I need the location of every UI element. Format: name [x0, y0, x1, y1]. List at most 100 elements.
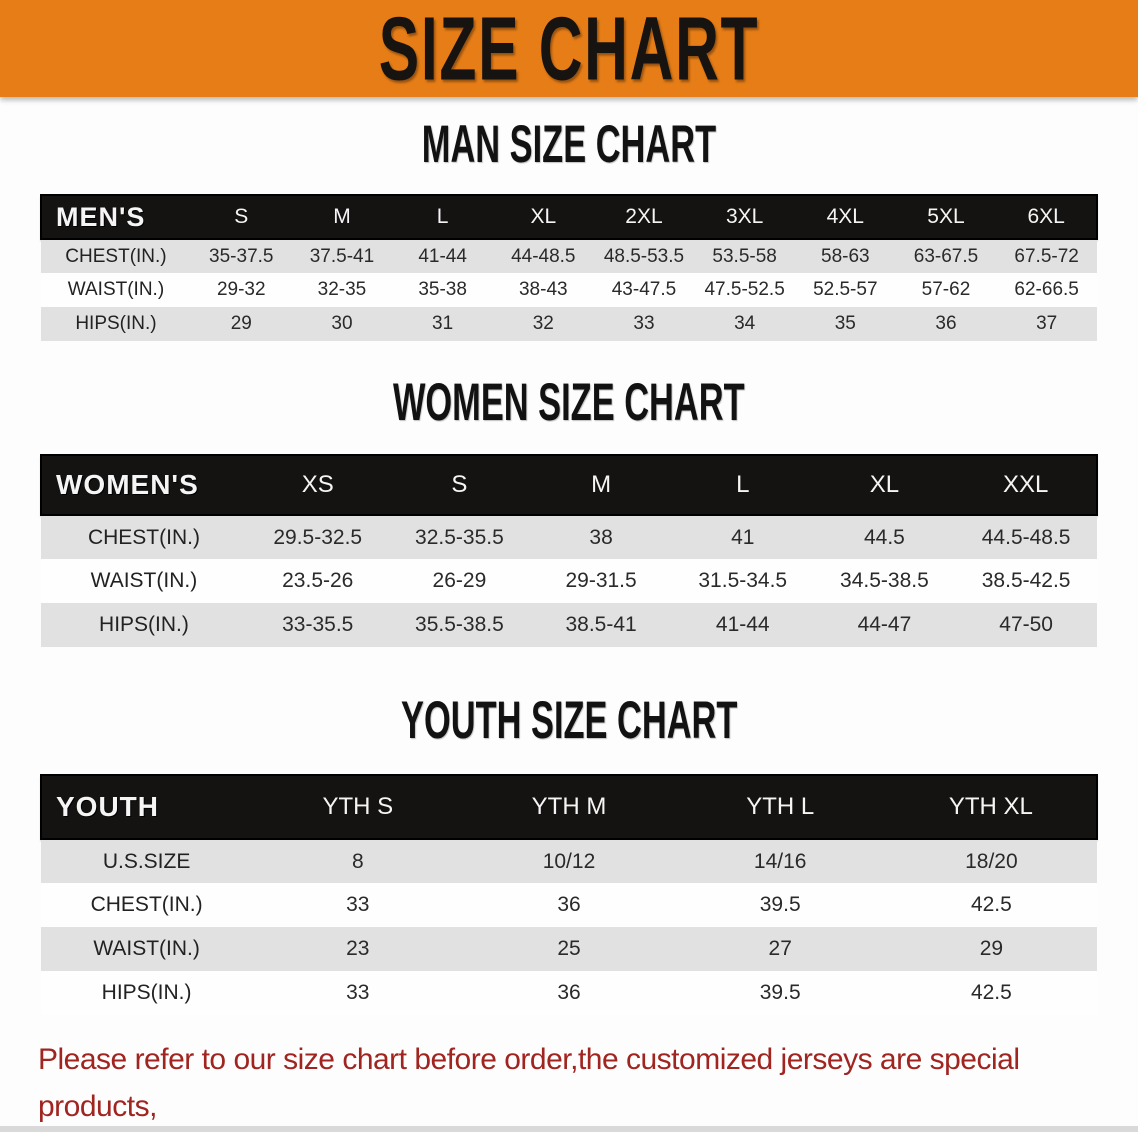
table-row: WAIST(IN.) 23 25 27 29 — [41, 927, 1097, 971]
size-value-cell: 29-31.5 — [565, 569, 637, 592]
size-value-cell: 8 — [351, 849, 364, 873]
size-value-cell: 31 — [432, 313, 454, 334]
size-value-cell: 23.5-26 — [282, 569, 354, 592]
size-value-cell: 34.5-38.5 — [840, 569, 929, 592]
row-label: HIPS(IN.) — [75, 313, 157, 334]
size-section-men: MAN SIZE CHART MEN'S S M L XL 2XL 3XL 4XL 5XL 6XL C… — [0, 116, 1138, 341]
size-value-cell: 63-67.5 — [913, 245, 979, 267]
size-table-men: MEN'S S M L XL 2XL 3XL 4XL 5XL 6XL CHEST(IN.) 35-37… — [40, 194, 1098, 341]
size-chart-banner: SIZE CHART — [0, 0, 1138, 100]
size-col-header: YTH L — [746, 793, 815, 820]
size-col-header: YTH S — [322, 793, 394, 820]
page-title: SIZE CHART — [378, 0, 760, 100]
size-value-cell: 33-35.5 — [282, 613, 354, 636]
header-row: MEN'S S M L XL 2XL 3XL 4XL 5XL 6XL — [41, 195, 1097, 239]
size-col-header: S — [451, 471, 468, 498]
table-group-label: YOUTH — [56, 791, 159, 822]
size-value-cell: 10/12 — [542, 849, 596, 873]
size-table-header: MEN'S S M L XL 2XL 3XL 4XL 5XL 6XL — [41, 195, 1097, 239]
size-col-header: YTH M — [531, 793, 607, 820]
size-value-cell: 44.5-48.5 — [981, 525, 1071, 549]
row-label: WAIST(IN.) — [90, 569, 198, 592]
size-col-header: 5XL — [927, 205, 965, 228]
section-heading-text: MAN SIZE CHART — [421, 115, 717, 175]
size-chart-sections: MAN SIZE CHART MEN'S S M L XL 2XL 3XL 4XL 5XL 6XL C… — [0, 116, 1138, 1015]
size-value-cell: 52.5-57 — [813, 279, 878, 300]
size-value-cell: 32.5-35.5 — [415, 525, 504, 549]
size-value-cell: 36 — [935, 313, 957, 334]
size-value-cell: 37 — [1036, 313, 1058, 334]
size-value-cell: 41-44 — [418, 245, 467, 267]
section-heading-men: MAN SIZE CHART — [0, 116, 1138, 175]
table-row: HIPS(IN.) 29 30 31 32 33 34 35 36 37 — [41, 307, 1097, 341]
size-value-cell: 32 — [532, 313, 554, 334]
size-table-header: YOUTH YTH S YTH M YTH L YTH XL — [41, 775, 1097, 839]
size-value-cell: 38-43 — [518, 279, 568, 300]
size-value-cell: 35-37.5 — [209, 245, 274, 267]
row-label: HIPS(IN.) — [101, 981, 192, 1004]
image-bottom-edge — [0, 1126, 1138, 1132]
size-col-header: XS — [301, 471, 334, 498]
size-value-cell: 27 — [768, 937, 792, 960]
header-row: YOUTH YTH S YTH M YTH L YTH XL — [41, 775, 1097, 839]
size-value-cell: 30 — [331, 313, 353, 334]
size-value-cell: 35.5-38.5 — [415, 613, 504, 636]
size-table-header: WOMEN'S XS S M L XL XXL — [41, 455, 1097, 515]
section-heading-women: WOMEN SIZE CHART — [0, 374, 1138, 433]
table-row: WAIST(IN.) 23.5-26 26-29 29-31.5 31.5-34.5 34… — [41, 559, 1097, 603]
table-row: HIPS(IN.) 33-35.5 35.5-38.5 38.5-41 41-44 44-… — [41, 603, 1097, 647]
table-row: HIPS(IN.) 33 36 39.5 42.5 — [41, 971, 1097, 1015]
table-group-label: WOMEN'S — [56, 469, 199, 500]
table-row: U.S.SIZE 8 10/12 14/16 18/20 — [41, 839, 1097, 883]
size-value-cell: 36 — [557, 893, 581, 916]
size-col-header: YTH XL — [948, 793, 1033, 820]
size-value-cell: 37.5-41 — [309, 245, 375, 267]
size-table-body: U.S.SIZE 8 10/12 14/16 18/20 CHEST(IN.) 33 36 39… — [41, 839, 1097, 1015]
size-value-cell: 33 — [633, 313, 655, 334]
row-label: CHEST(IN.) — [90, 893, 203, 916]
size-col-header: L — [436, 205, 449, 228]
size-table-youth: YOUTH YTH S YTH M YTH L YTH XL U.S.SIZE 8 10/12… — [40, 774, 1098, 1015]
size-value-cell: 14/16 — [753, 849, 807, 873]
row-label: WAIST(IN.) — [93, 937, 200, 960]
size-value-cell: 31.5-34.5 — [698, 569, 788, 592]
table-group-label: MEN'S — [56, 201, 146, 232]
row-label: CHEST(IN.) — [87, 525, 200, 549]
size-value-cell: 67.5-72 — [1014, 245, 1079, 267]
size-value-cell: 33 — [346, 893, 370, 916]
size-value-cell: 43-47.5 — [611, 279, 677, 300]
size-value-cell: 44.5 — [863, 525, 905, 549]
size-col-header: S — [234, 205, 249, 228]
size-value-cell: 41 — [731, 525, 755, 549]
size-table-body: CHEST(IN.) 35-37.5 37.5-41 41-44 44-48.5 48.5… — [41, 239, 1097, 341]
size-value-cell: 38.5-41 — [565, 613, 637, 636]
size-value-cell: 23 — [346, 937, 370, 960]
size-value-cell: 29 — [230, 313, 252, 334]
size-value-cell: 36 — [557, 981, 581, 1004]
table-row: WAIST(IN.) 29-32 32-35 35-38 38-43 43-47.5 47.… — [41, 273, 1097, 307]
size-value-cell: 29 — [979, 937, 1004, 960]
size-value-cell: 34 — [734, 313, 756, 334]
section-heading-youth: YOUTH SIZE CHART — [0, 692, 1138, 751]
size-col-header: XXL — [1002, 471, 1049, 498]
row-label: WAIST(IN.) — [67, 279, 165, 300]
size-value-cell: 47-50 — [999, 613, 1053, 636]
size-value-cell: 58-63 — [821, 245, 870, 267]
row-label: HIPS(IN.) — [99, 613, 189, 636]
size-table-women: WOMEN'S XS S M L XL XXL CHEST(IN.) 29.5-32.5 32.5… — [40, 454, 1098, 647]
size-value-cell: 35 — [834, 313, 856, 334]
size-col-header: XL — [530, 205, 557, 228]
size-value-cell: 38 — [589, 525, 613, 549]
table-row: CHEST(IN.) 35-37.5 37.5-41 41-44 44-48.5 48.5… — [41, 239, 1097, 273]
size-col-header: M — [333, 205, 351, 228]
size-value-cell: 41-44 — [715, 613, 770, 636]
size-value-cell: 62-66.5 — [1014, 279, 1079, 300]
size-col-header: 6XL — [1027, 205, 1065, 228]
table-row: CHEST(IN.) 33 36 39.5 42.5 — [41, 883, 1097, 927]
size-value-cell: 48.5-53.5 — [603, 245, 685, 267]
table-row: CHEST(IN.) 29.5-32.5 32.5-35.5 38 41 44.5 44.5… — [41, 515, 1097, 559]
size-col-header: XL — [869, 471, 900, 498]
size-value-cell: 42.5 — [970, 893, 1012, 916]
size-value-cell: 39.5 — [759, 981, 801, 1004]
size-section-women: WOMEN SIZE CHART WOMEN'S XS S M L XL XXL CHEST(I… — [0, 374, 1138, 647]
